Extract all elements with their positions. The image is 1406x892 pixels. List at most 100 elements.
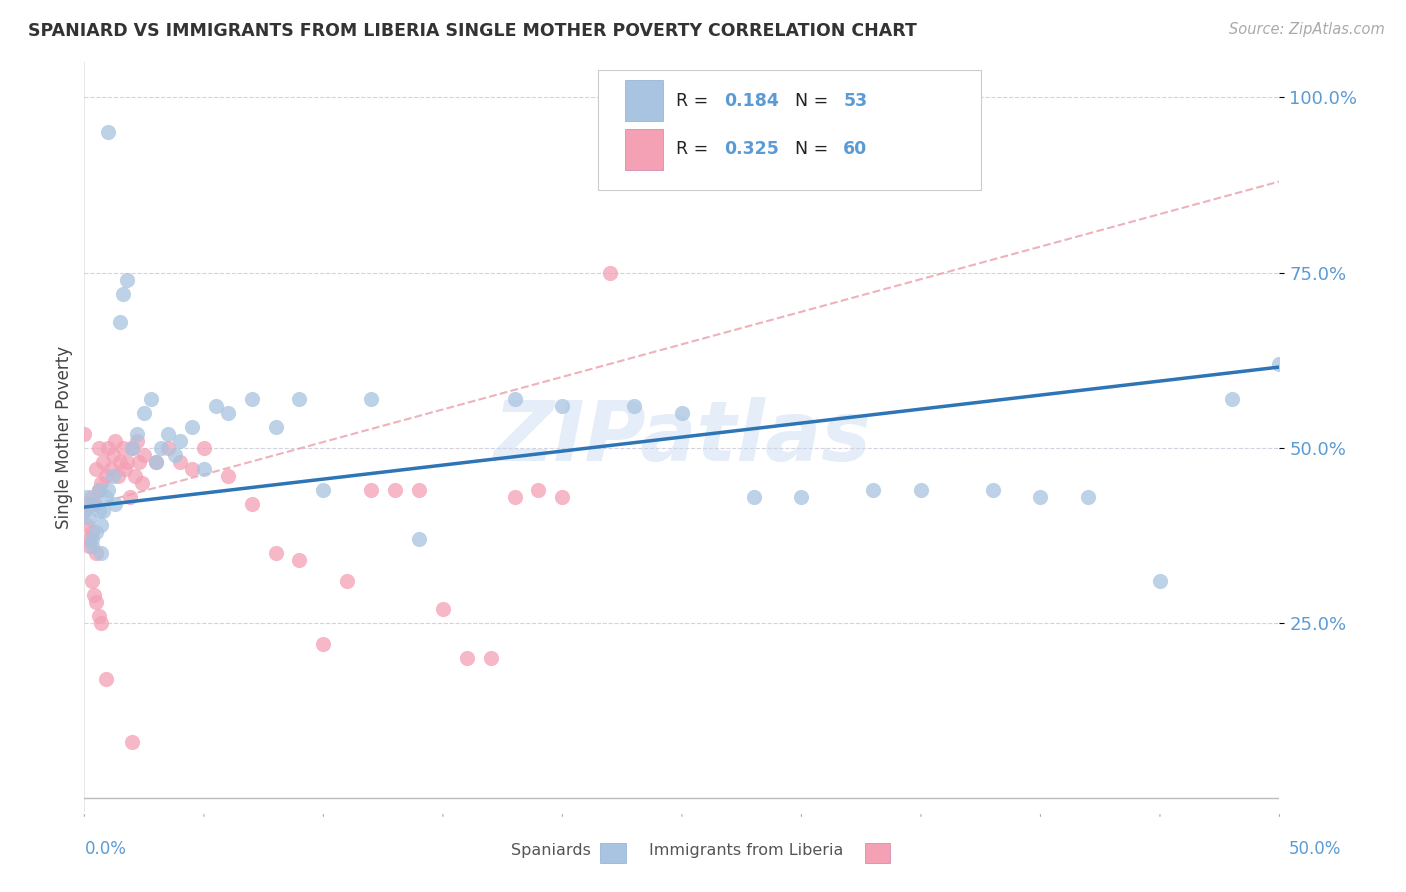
Point bbox=[157, 426, 180, 441]
Point bbox=[110, 454, 132, 468]
Point bbox=[111, 441, 134, 455]
FancyBboxPatch shape bbox=[599, 70, 981, 190]
Point bbox=[97, 483, 120, 497]
Point bbox=[87, 608, 110, 623]
Point bbox=[132, 406, 156, 420]
Point bbox=[76, 490, 98, 504]
Point bbox=[1149, 574, 1171, 588]
Point bbox=[83, 588, 105, 602]
Text: ZIPatlas: ZIPatlas bbox=[494, 397, 870, 477]
Point bbox=[288, 392, 311, 406]
Point bbox=[121, 441, 143, 455]
Point bbox=[107, 468, 129, 483]
Point bbox=[742, 490, 765, 504]
Point bbox=[80, 574, 103, 588]
Point bbox=[76, 497, 98, 511]
Point bbox=[408, 483, 430, 497]
Text: N =: N = bbox=[796, 92, 834, 110]
Point bbox=[910, 483, 932, 497]
Point bbox=[117, 272, 139, 286]
Point bbox=[312, 483, 335, 497]
Point bbox=[384, 483, 406, 497]
FancyBboxPatch shape bbox=[624, 128, 662, 169]
Point bbox=[128, 454, 150, 468]
Point bbox=[149, 441, 172, 455]
Point bbox=[145, 454, 167, 468]
Point bbox=[90, 517, 112, 532]
Point bbox=[157, 441, 180, 455]
Point bbox=[101, 468, 124, 483]
Point bbox=[131, 475, 153, 490]
Text: R =: R = bbox=[676, 140, 714, 158]
Text: 60: 60 bbox=[844, 140, 868, 158]
Point bbox=[181, 461, 204, 475]
Point bbox=[264, 419, 287, 434]
Point bbox=[114, 461, 136, 475]
Point bbox=[87, 441, 110, 455]
Point bbox=[94, 672, 117, 686]
Point bbox=[94, 468, 117, 483]
Point bbox=[83, 497, 105, 511]
Point bbox=[80, 524, 103, 539]
Point bbox=[77, 510, 100, 524]
Point bbox=[169, 454, 191, 468]
Point bbox=[86, 546, 108, 560]
Text: N =: N = bbox=[796, 140, 834, 158]
Point bbox=[124, 468, 146, 483]
Point bbox=[312, 637, 335, 651]
Point bbox=[77, 532, 100, 546]
Point bbox=[432, 601, 454, 615]
Text: 50.0%: 50.0% bbox=[1288, 840, 1341, 858]
Text: 0.325: 0.325 bbox=[724, 140, 779, 158]
Point bbox=[193, 461, 215, 475]
Point bbox=[86, 461, 108, 475]
Point bbox=[80, 539, 103, 553]
Text: 0.184: 0.184 bbox=[724, 92, 779, 110]
Point bbox=[101, 448, 124, 462]
Point bbox=[217, 468, 239, 483]
Point bbox=[671, 406, 693, 420]
Point bbox=[240, 497, 263, 511]
Point bbox=[104, 497, 127, 511]
Point bbox=[408, 532, 430, 546]
Point bbox=[118, 490, 141, 504]
Text: SPANIARD VS IMMIGRANTS FROM LIBERIA SINGLE MOTHER POVERTY CORRELATION CHART: SPANIARD VS IMMIGRANTS FROM LIBERIA SING… bbox=[28, 22, 917, 40]
Point bbox=[1029, 490, 1052, 504]
Text: Source: ZipAtlas.com: Source: ZipAtlas.com bbox=[1229, 22, 1385, 37]
Point bbox=[104, 434, 127, 448]
Point bbox=[205, 399, 228, 413]
Point bbox=[110, 314, 132, 328]
Point bbox=[551, 490, 574, 504]
Point bbox=[87, 503, 110, 517]
Point bbox=[83, 497, 105, 511]
Point bbox=[240, 392, 263, 406]
Point bbox=[73, 426, 96, 441]
Point bbox=[181, 419, 204, 434]
Point bbox=[111, 286, 134, 301]
Point bbox=[90, 475, 112, 490]
Point bbox=[77, 539, 100, 553]
Point bbox=[117, 454, 139, 468]
Point bbox=[479, 650, 502, 665]
Text: Spaniards: Spaniards bbox=[510, 844, 591, 858]
Point bbox=[80, 490, 103, 504]
Point bbox=[169, 434, 191, 448]
Y-axis label: Single Mother Poverty: Single Mother Poverty bbox=[55, 345, 73, 529]
Point bbox=[141, 392, 163, 406]
Point bbox=[76, 517, 98, 532]
Point bbox=[599, 266, 621, 280]
Point bbox=[193, 441, 215, 455]
Point bbox=[360, 392, 382, 406]
Point bbox=[551, 399, 574, 413]
Text: 53: 53 bbox=[844, 92, 868, 110]
Text: Immigrants from Liberia: Immigrants from Liberia bbox=[650, 844, 844, 858]
Point bbox=[125, 426, 148, 441]
Point bbox=[93, 503, 115, 517]
Point bbox=[1220, 392, 1243, 406]
Point bbox=[790, 490, 813, 504]
Point bbox=[623, 399, 645, 413]
FancyBboxPatch shape bbox=[624, 80, 662, 121]
Text: R =: R = bbox=[676, 92, 714, 110]
Point bbox=[145, 454, 167, 468]
Point bbox=[1268, 357, 1291, 371]
